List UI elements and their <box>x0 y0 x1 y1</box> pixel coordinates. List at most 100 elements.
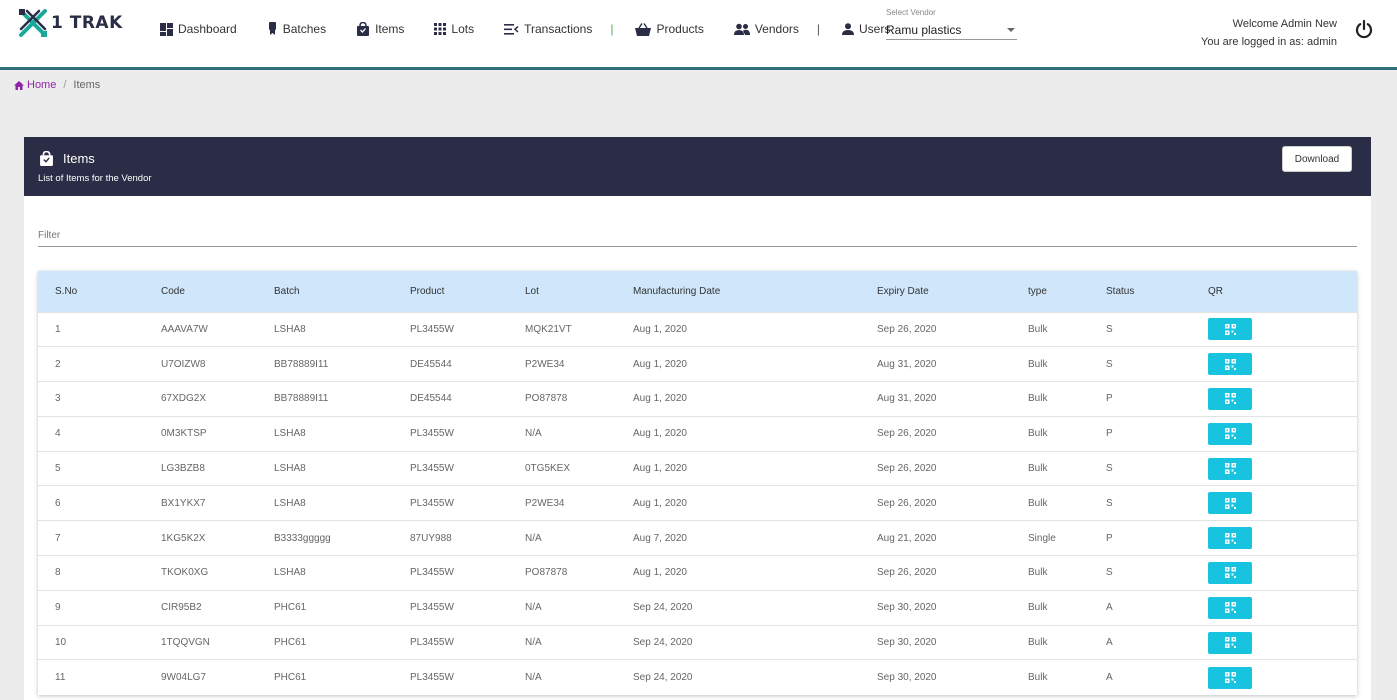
cell-lot: N/A <box>508 520 616 556</box>
welcome-text: Welcome Admin New <box>1232 18 1337 30</box>
table-row[interactable]: 7 1KG5K2X B3333ggggg 87UY988 N/A Aug 7, 2020 A… <box>38 520 1357 556</box>
card-title: Items <box>63 151 95 166</box>
qr-button[interactable] <box>1208 492 1252 515</box>
qr-button[interactable] <box>1208 596 1252 619</box>
cell-sno: 7 <box>38 520 144 556</box>
cell-sno: 10 <box>38 624 144 660</box>
nav-vendors[interactable]: Vendors <box>733 22 799 36</box>
cell-type: Bulk <box>1011 415 1089 452</box>
table-row[interactable]: 4 0M3KTSP LSHA8 PL3455W N/A Aug 1, 2020 Sep 26… <box>38 415 1357 452</box>
filter-input[interactable] <box>38 225 1357 246</box>
nav-items[interactable]: Items <box>356 22 404 36</box>
cell-status: S <box>1089 450 1191 486</box>
qr-button[interactable] <box>1208 387 1252 410</box>
cell-qr <box>1191 311 1357 347</box>
qr-code-icon <box>1224 428 1236 440</box>
cell-lot: P2WE34 <box>508 346 616 382</box>
download-button[interactable]: Download <box>1282 146 1352 172</box>
col-header-code[interactable]: Code <box>161 285 185 297</box>
col-header-status[interactable]: Status <box>1106 285 1135 297</box>
nav-dashboard[interactable]: Dashboard <box>160 22 237 36</box>
cell-code: 1TQQVGN <box>144 624 257 660</box>
dropdown-caret-icon <box>1007 27 1015 32</box>
qr-code-icon <box>1224 602 1236 614</box>
cell-code: TKOK0XG <box>144 555 257 591</box>
cell-status: A <box>1089 589 1191 626</box>
vendor-select[interactable]: Select Vendor Ramu plastics <box>886 8 1017 40</box>
cell-expiry-date: Sep 26, 2020 <box>860 311 1011 347</box>
cell-lot: N/A <box>508 589 616 626</box>
table-row[interactable]: 11 9W04LG7 PHC61 PL3455W N/A Sep 24, 2020 Sep … <box>38 659 1357 695</box>
logo-mark-icon <box>19 9 47 37</box>
cell-lot: N/A <box>508 659 616 695</box>
cell-sno: 2 <box>38 346 144 382</box>
cell-type: Bulk <box>1011 589 1089 626</box>
cell-qr <box>1191 485 1357 521</box>
qr-button[interactable] <box>1208 527 1252 550</box>
nav-lots-label: Lots <box>451 22 475 36</box>
cell-manufacturing-date: Aug 1, 2020 <box>616 381 860 417</box>
vendor-select-label: Select Vendor <box>886 8 936 17</box>
table-row[interactable]: 10 1TQQVGN PHC61 PL3455W N/A Sep 24, 2020 Sep … <box>38 624 1357 660</box>
qr-button[interactable] <box>1208 666 1252 689</box>
shopping-bag-icon <box>356 22 370 36</box>
table-row[interactable]: 5 LG3BZB8 LSHA8 PL3455W 0TG5KEX Aug 1, 2020 Se… <box>38 450 1357 486</box>
qr-code-icon <box>1224 672 1236 684</box>
qr-button[interactable] <box>1208 561 1252 584</box>
card-header: Items List of Items for the Vendor Downl… <box>24 137 1371 196</box>
cell-sno: 4 <box>38 415 144 452</box>
table-head: S.No Code Batch Product Lot Manufacturin… <box>38 271 1357 312</box>
col-header-lot[interactable]: Lot <box>525 285 539 297</box>
col-header-sno[interactable]: S.No <box>55 285 78 297</box>
cell-code: AAAVA7W <box>144 311 257 347</box>
cell-lot: PO87878 <box>508 381 616 417</box>
qr-code-icon <box>1224 532 1236 544</box>
nav-lots[interactable]: Lots <box>434 22 474 36</box>
col-header-product[interactable]: Product <box>410 285 445 297</box>
breadcrumb-home[interactable]: Home <box>14 79 56 91</box>
cell-type: Bulk <box>1011 381 1089 417</box>
table-row[interactable]: 1 AAAVA7W LSHA8 PL3455W MQK21VT Aug 1, 2020 Se… <box>38 311 1357 347</box>
cell-batch: PHC61 <box>257 659 393 695</box>
power-icon <box>1355 19 1373 39</box>
qr-button[interactable] <box>1208 631 1252 654</box>
qr-button[interactable] <box>1208 457 1252 480</box>
cell-batch: LSHA8 <box>257 415 393 452</box>
cell-product: PL3455W <box>393 311 508 347</box>
cell-batch: PHC61 <box>257 624 393 660</box>
cell-status: S <box>1089 311 1191 347</box>
home-icon <box>14 80 24 90</box>
qr-button[interactable] <box>1208 422 1252 445</box>
basket-icon <box>635 22 652 36</box>
logout-button[interactable] <box>1355 19 1373 44</box>
col-header-type[interactable]: type <box>1028 285 1047 297</box>
col-header-expiry-date[interactable]: Expiry Date <box>877 285 929 297</box>
nav-batches[interactable]: Batches <box>267 22 326 36</box>
qr-code-icon <box>1224 323 1236 335</box>
vendor-select-value-box[interactable]: Ramu plastics <box>886 20 1017 40</box>
table-row[interactable]: 8 TKOK0XG LSHA8 PL3455W PO87878 Aug 1, 2020 Se… <box>38 555 1357 591</box>
table-row[interactable]: 6 BX1YKX7 LSHA8 PL3455W P2WE34 Aug 1, 2020 Sep… <box>38 485 1357 521</box>
filter-field[interactable] <box>38 225 1357 247</box>
table-row[interactable]: 2 U7OIZW8 BB78889I11 DE45544 P2WE34 Aug 1, 20… <box>38 346 1357 382</box>
cell-batch: LSHA8 <box>257 555 393 591</box>
cell-manufacturing-date: Aug 1, 2020 <box>616 555 860 591</box>
app-logo[interactable]: 1 TRAK <box>18 8 123 38</box>
table-row[interactable]: 3 67XDG2X BB78889I11 DE45544 PO87878 Aug 1, 2… <box>38 381 1357 417</box>
cell-manufacturing-date: Aug 7, 2020 <box>616 520 860 556</box>
nav-users[interactable]: Users <box>842 22 890 36</box>
col-header-manufacturing-date[interactable]: Manufacturing Date <box>633 285 721 297</box>
cell-manufacturing-date: Sep 24, 2020 <box>616 589 860 626</box>
qr-button[interactable] <box>1208 353 1252 376</box>
cell-sno: 6 <box>38 485 144 521</box>
col-header-batch[interactable]: Batch <box>274 285 300 297</box>
nav-products[interactable]: Products <box>635 22 704 36</box>
nav-transactions[interactable]: Transactions <box>504 22 592 36</box>
main-nav: Dashboard Batches Items Lots Transaction… <box>160 22 920 36</box>
cell-expiry-date: Sep 26, 2020 <box>860 485 1011 521</box>
cell-code: LG3BZB8 <box>144 450 257 486</box>
cell-type: Bulk <box>1011 659 1089 695</box>
table-row[interactable]: 9 CIR95B2 PHC61 PL3455W N/A Sep 24, 2020 Sep 3… <box>38 589 1357 626</box>
qr-button[interactable] <box>1208 318 1252 341</box>
cell-qr <box>1191 415 1357 452</box>
